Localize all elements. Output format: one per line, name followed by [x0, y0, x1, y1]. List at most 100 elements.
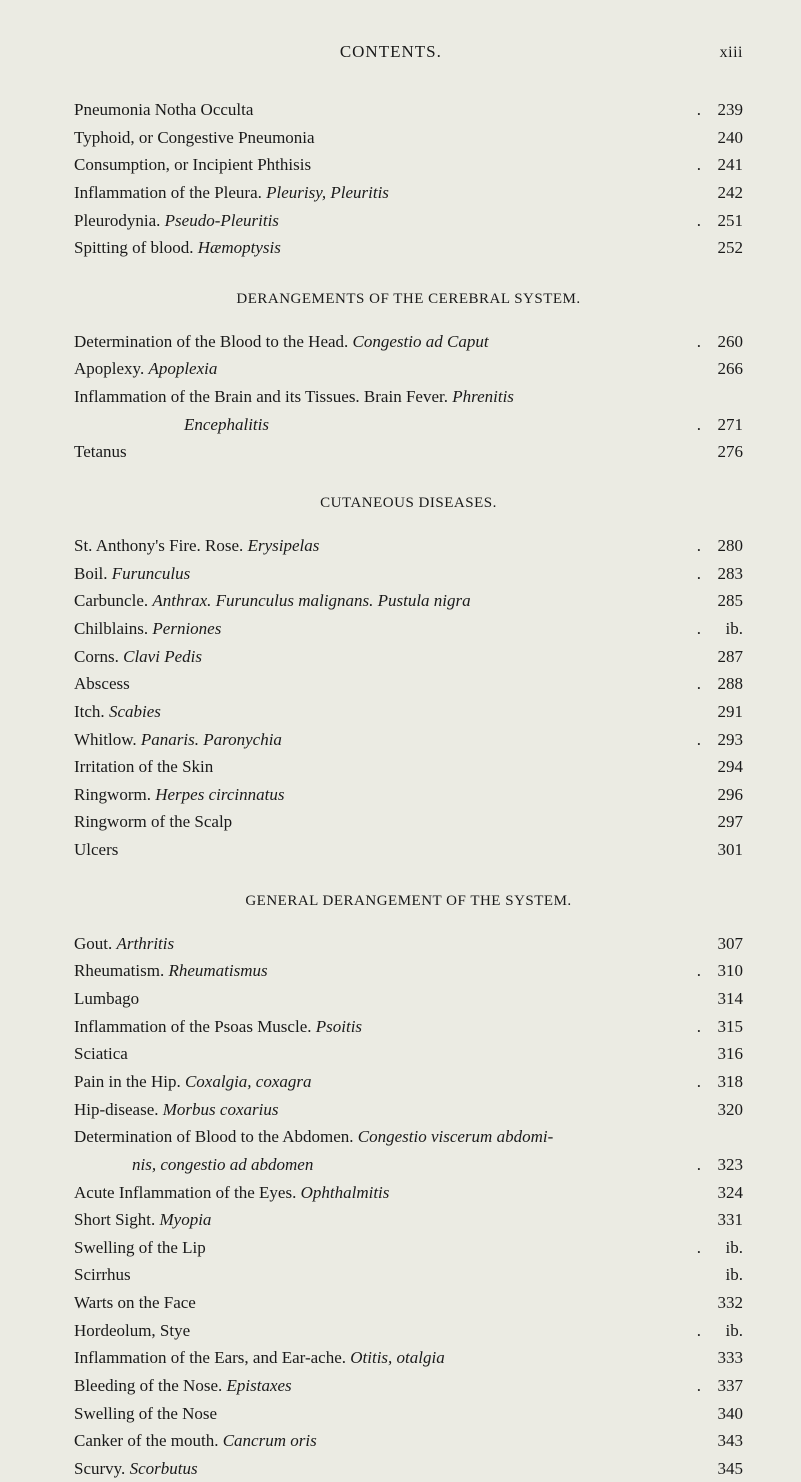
- entry-page: 242: [707, 183, 743, 203]
- entry-text-plain: Spitting of blood.: [74, 238, 198, 257]
- section-heading-cerebral: DERANGEMENTS OF THE CEREBRAL SYSTEM.: [74, 291, 743, 308]
- toc-entry: Ringworm. Herpes circinnatus 296: [74, 783, 743, 808]
- entry-text-italic: Perniones: [152, 619, 221, 638]
- entry-dot: .: [697, 155, 701, 175]
- entry-text-plain: Rheumatism.: [74, 961, 168, 980]
- entry-text: Inflammation of the Ears, and Ear-ache. …: [74, 1346, 445, 1371]
- entry-page: 240: [707, 128, 743, 148]
- entry-page: 310: [707, 961, 743, 981]
- toc-entry: Inflammation of the Psoas Muscle. Psoiti…: [74, 1015, 743, 1040]
- entry-text: Pneumonia Notha Occulta: [74, 98, 253, 123]
- entry-dot: .: [697, 619, 701, 639]
- entry-text-plain: Apoplexy.: [74, 359, 148, 378]
- entry-text-plain: Hip-disease.: [74, 1100, 163, 1119]
- entry-page: 307: [707, 934, 743, 954]
- toc-entry: Swelling of the Nose340: [74, 1402, 743, 1427]
- toc-entry: Tetanus276: [74, 440, 743, 465]
- entry-text-plain: Boil.: [74, 564, 112, 583]
- entry-text-plain: Itch.: [74, 702, 109, 721]
- entry-text: Hordeolum, Stye: [74, 1319, 190, 1344]
- entry-text-italic: Scorbutus: [130, 1459, 198, 1478]
- entry-text-italic: Furunculus: [112, 564, 190, 583]
- entry-page: 333: [707, 1348, 743, 1368]
- entry-text: Determination of Blood to the Abdomen. C…: [74, 1125, 553, 1150]
- toc-entry: St. Anthony's Fire. Rose. Erysipelas.280: [74, 534, 743, 559]
- entry-text-plain: Determination of Blood to the Abdomen.: [74, 1127, 358, 1146]
- entry-page: 296: [707, 785, 743, 805]
- entry-text: Pain in the Hip. Coxalgia, coxagra: [74, 1070, 312, 1095]
- entry-dot: .: [697, 332, 701, 352]
- entry-text: Corns. Clavi Pedis: [74, 645, 202, 670]
- toc-entry: Typhoid, or Congestive Pneumonia 240: [74, 126, 743, 151]
- entry-text: Short Sight. Myopia: [74, 1208, 211, 1233]
- entry-text: Rheumatism. Rheumatismus: [74, 959, 268, 984]
- entry-text: Scirrhus: [74, 1263, 131, 1288]
- toc-block-1: Pneumonia Notha Occulta.239Typhoid, or C…: [74, 98, 743, 261]
- entry-dot: .: [697, 961, 701, 981]
- entry-text-plain: Chilblains.: [74, 619, 152, 638]
- toc-entry: Rheumatism. Rheumatismus. 310: [74, 959, 743, 984]
- toc-entry: Determination of Blood to the Abdomen. C…: [74, 1125, 743, 1150]
- entry-text: Whitlow. Panaris. Paronychia: [74, 728, 282, 753]
- toc-entry: Consumption, or Incipient Phthisis.241: [74, 153, 743, 178]
- entry-text: Ulcers: [74, 838, 118, 863]
- entry-text: Hip-disease. Morbus coxarius: [74, 1098, 278, 1123]
- entry-text-plain: Whitlow.: [74, 730, 141, 749]
- entry-page: ib.: [707, 1265, 743, 1285]
- toc-entry: Short Sight. Myopia 331: [74, 1208, 743, 1233]
- entry-text-plain: Scurvy.: [74, 1459, 130, 1478]
- entry-text: Typhoid, or Congestive Pneumonia: [74, 126, 315, 151]
- toc-entry: nis, congestio ad abdomen.323: [74, 1153, 743, 1178]
- toc-entry: Hordeolum, Stye. ib.: [74, 1319, 743, 1344]
- entry-dot: .: [697, 1321, 701, 1341]
- entry-text: Scurvy. Scorbutus: [74, 1457, 198, 1482]
- entry-text-italic: Apoplexia: [148, 359, 217, 378]
- entry-page: 260: [707, 332, 743, 352]
- entry-text: Gout. Arthritis: [74, 932, 174, 957]
- entry-text-plain: Ringworm.: [74, 785, 155, 804]
- toc-entry: Hip-disease. Morbus coxarius 320: [74, 1098, 743, 1123]
- entry-text-italic: Coxalgia, coxagra: [185, 1072, 312, 1091]
- toc-entry: Lumbago314: [74, 987, 743, 1012]
- entry-dot: .: [697, 415, 701, 435]
- header-title: CONTENTS.: [74, 42, 708, 62]
- entry-text-italic: Congestio ad Caput: [353, 332, 489, 351]
- toc-entry: Bleeding of the Nose. Epistaxes.337: [74, 1374, 743, 1399]
- entry-page: ib.: [707, 1321, 743, 1341]
- entry-text-italic: Herpes circinnatus: [155, 785, 284, 804]
- toc-entry: Spitting of blood. Hæmoptysis252: [74, 236, 743, 261]
- toc-entry: Whitlow. Panaris. Paronychia.293: [74, 728, 743, 753]
- toc-entry: Swelling of the Lip.ib.: [74, 1236, 743, 1261]
- entry-text-italic: Ophthalmitis: [301, 1183, 390, 1202]
- toc-entry: Acute Inflammation of the Eyes. Ophthalm…: [74, 1181, 743, 1206]
- entry-text: Canker of the mouth. Cancrum oris: [74, 1429, 317, 1454]
- entry-page: 332: [707, 1293, 743, 1313]
- toc-block-3: St. Anthony's Fire. Rose. Erysipelas.280…: [74, 534, 743, 863]
- entry-page: 323: [707, 1155, 743, 1175]
- entry-dot: .: [697, 564, 701, 584]
- entry-text: Inflammation of the Pleura. Pleurisy, Pl…: [74, 181, 389, 206]
- toc-entry: Inflammation of the Ears, and Ear-ache. …: [74, 1346, 743, 1371]
- entry-text-italic: Cancrum oris: [223, 1431, 317, 1450]
- entry-page: 331: [707, 1210, 743, 1230]
- toc-entry: Carbuncle. Anthrax. Furunculus malignans…: [74, 589, 743, 614]
- entry-dot: .: [697, 1376, 701, 1396]
- entry-text: Swelling of the Nose: [74, 1402, 217, 1427]
- entry-text-italic: Myopia: [160, 1210, 212, 1229]
- entry-text: Abscess: [74, 672, 130, 697]
- entry-text-italic: Epistaxes: [227, 1376, 292, 1395]
- entry-page: 276: [707, 442, 743, 462]
- entry-dot: .: [697, 1238, 701, 1258]
- entry-text-italic: Rheumatismus: [168, 961, 267, 980]
- entry-text-plain: Gout.: [74, 934, 117, 953]
- entry-page: 320: [707, 1100, 743, 1120]
- entry-dot: .: [697, 211, 701, 231]
- entry-page: 287: [707, 647, 743, 667]
- entry-text-plain: Short Sight.: [74, 1210, 160, 1229]
- entry-page: 315: [707, 1017, 743, 1037]
- entry-dot: .: [697, 1017, 701, 1037]
- section-heading-general: GENERAL DERANGEMENT OF THE SYSTEM.: [74, 893, 743, 910]
- toc-entry: Gout. Arthritis 307: [74, 932, 743, 957]
- entry-text: Inflammation of the Brain and its Tissue…: [74, 385, 514, 410]
- entry-page: 337: [707, 1376, 743, 1396]
